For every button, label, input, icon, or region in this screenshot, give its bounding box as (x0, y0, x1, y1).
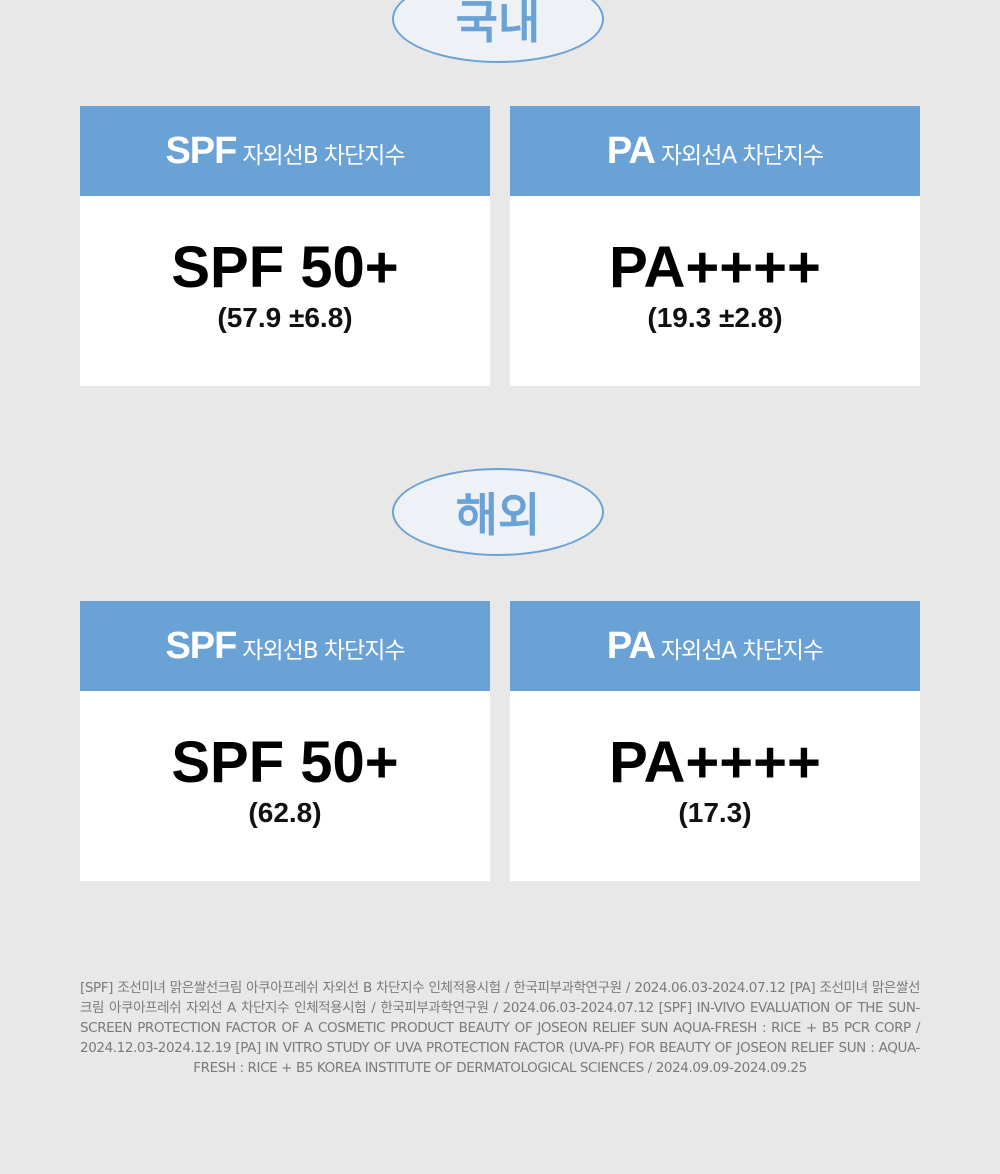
card-header: SPF 자외선B 차단지수 (80, 106, 490, 196)
card-value: PA++++ (609, 235, 821, 300)
card-desc: 자외선A 차단지수 (660, 638, 824, 664)
card-desc: 자외선B 차단지수 (242, 143, 405, 169)
card: SPF 자외선B 차단지수 SPF 50+ (57.9 ±6.8) (80, 106, 490, 386)
card-header: PA 자외선A 차단지수 (510, 106, 920, 196)
card-detail: (19.3 ±2.8) (647, 302, 783, 333)
card-detail: (57.9 ±6.8) (217, 302, 353, 333)
card-value: PA++++ (609, 730, 821, 795)
card-abbr: PA (606, 129, 656, 172)
card-value: SPF 50+ (171, 235, 399, 300)
card-detail: (17.3) (678, 797, 752, 828)
section-label: 해외 (392, 468, 604, 556)
card-abbr: SPF (165, 129, 237, 172)
card: SPF 자외선B 차단지수 SPF 50+ (62.8) (80, 601, 490, 881)
card-desc: 자외선A 차단지수 (660, 143, 824, 169)
card: PA 자외선A 차단지수 PA++++ (19.3 ±2.8) (510, 106, 920, 386)
card-value: SPF 50+ (171, 730, 399, 795)
card-header: PA 자외선A 차단지수 (510, 601, 920, 691)
card-abbr: PA (606, 624, 656, 667)
card-detail: (62.8) (248, 797, 322, 828)
card: PA 자외선A 차단지수 PA++++ (17.3) (510, 601, 920, 881)
card-desc: 자외선B 차단지수 (242, 638, 405, 664)
card-abbr: SPF (165, 624, 237, 667)
section-label: 국내 (392, 0, 604, 63)
card-header: SPF 자외선B 차단지수 (80, 601, 490, 691)
footnote: [SPF] 조선미녀 맑은쌀선크림 아쿠아프레쉬 자외선 B 차단지수 인체적용… (80, 980, 920, 1076)
